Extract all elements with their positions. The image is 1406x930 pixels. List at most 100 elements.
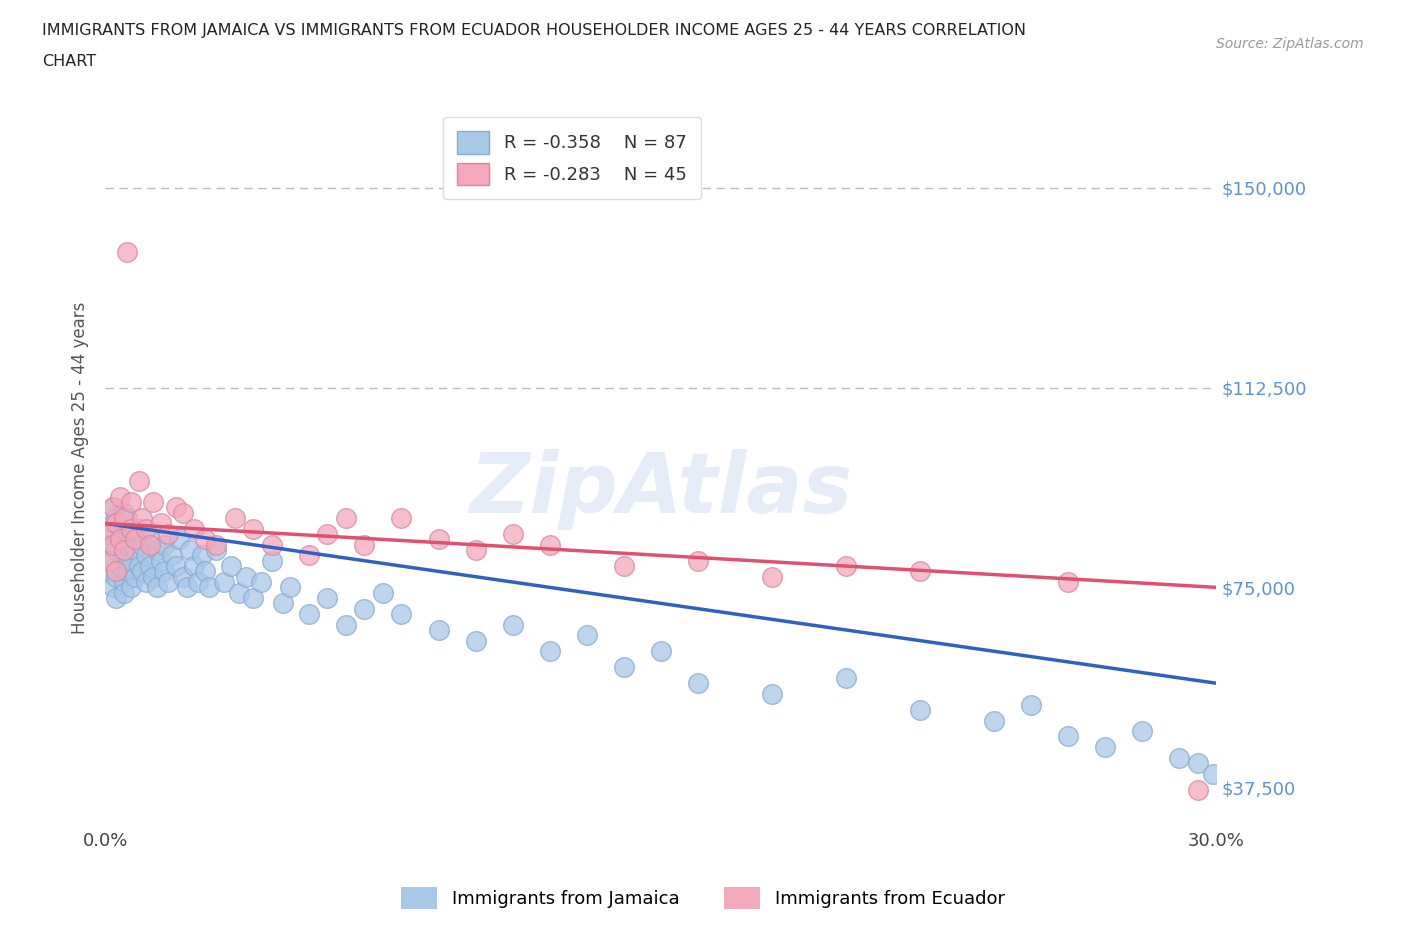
Point [128,473,150,488]
Point [157,526,180,541]
Point [120,495,142,510]
Point [235,569,257,584]
Point [271,596,294,611]
Point [131,511,153,525]
Y-axis label: Householder Income Ages 25 - 44 years: Householder Income Ages 25 - 44 years [72,301,89,633]
Point [371,585,394,600]
Text: Source: ZipAtlas.com: Source: ZipAtlas.com [1216,37,1364,51]
Point [260,538,283,552]
Legend: Immigrants from Jamaica, Immigrants from Ecuador: Immigrants from Jamaica, Immigrants from… [394,880,1012,916]
Point [179,542,201,557]
Point [316,526,339,541]
Point [117,564,139,578]
Point [353,601,375,616]
Point [105,591,128,605]
Point [165,500,187,515]
Point [538,644,561,658]
Point [242,591,264,605]
Text: ZipAtlas: ZipAtlas [470,448,852,529]
Point [983,713,1005,728]
Point [101,500,124,515]
Point [105,516,128,531]
Point [128,559,150,574]
Point [183,522,205,537]
Point [97,526,120,541]
Point [146,542,169,557]
Point [502,618,524,632]
Point [112,511,135,525]
Point [146,580,169,595]
Point [112,542,135,557]
Point [205,542,228,557]
Point [391,511,413,525]
Point [219,559,242,574]
Point [908,702,931,717]
Point [835,671,858,685]
Point [117,245,139,259]
Point [101,580,124,595]
Point [761,686,783,701]
Point [135,575,157,590]
Point [149,516,172,531]
Point [165,559,187,574]
Point [260,553,283,568]
Point [160,548,183,563]
Point [194,564,217,578]
Point [249,575,271,590]
Point [124,569,146,584]
Point [908,564,931,578]
Point [212,575,235,590]
Point [120,580,142,595]
Point [298,606,321,621]
Point [108,559,131,574]
Point [190,548,212,563]
Point [117,538,139,552]
Point [112,585,135,600]
Point [149,553,172,568]
Point [613,559,636,574]
Point [538,538,561,552]
Point [135,522,157,537]
Point [112,548,135,563]
Point [228,585,250,600]
Point [187,575,209,590]
Point [335,618,357,632]
Point [686,553,709,568]
Point [686,676,709,691]
Text: IMMIGRANTS FROM JAMAICA VS IMMIGRANTS FROM ECUADOR HOUSEHOLDER INCOME AGES 25 - : IMMIGRANTS FROM JAMAICA VS IMMIGRANTS FR… [42,23,1026,38]
Point [108,489,131,504]
Point [142,495,165,510]
Point [575,628,598,643]
Point [353,538,375,552]
Point [280,580,302,595]
Point [108,532,131,547]
Point [761,569,783,584]
Legend: R = -0.358    N = 87, R = -0.283    N = 45: R = -0.358 N = 87, R = -0.283 N = 45 [443,117,702,199]
Point [1201,766,1223,781]
Point [183,559,205,574]
Point [117,511,139,525]
Point [169,532,191,547]
Point [142,569,165,584]
Point [427,532,450,547]
Point [108,522,131,537]
Point [205,538,228,552]
Point [1057,729,1080,744]
Point [242,522,264,537]
Text: CHART: CHART [42,54,96,69]
Point [101,516,124,531]
Point [464,633,486,648]
Point [1187,782,1209,797]
Point [427,622,450,637]
Point [128,522,150,537]
Point [194,532,217,547]
Point [157,575,180,590]
Point [153,564,176,578]
Point [97,564,120,578]
Point [105,542,128,557]
Point [464,542,486,557]
Point [120,526,142,541]
Point [335,511,357,525]
Point [120,553,142,568]
Point [97,553,120,568]
